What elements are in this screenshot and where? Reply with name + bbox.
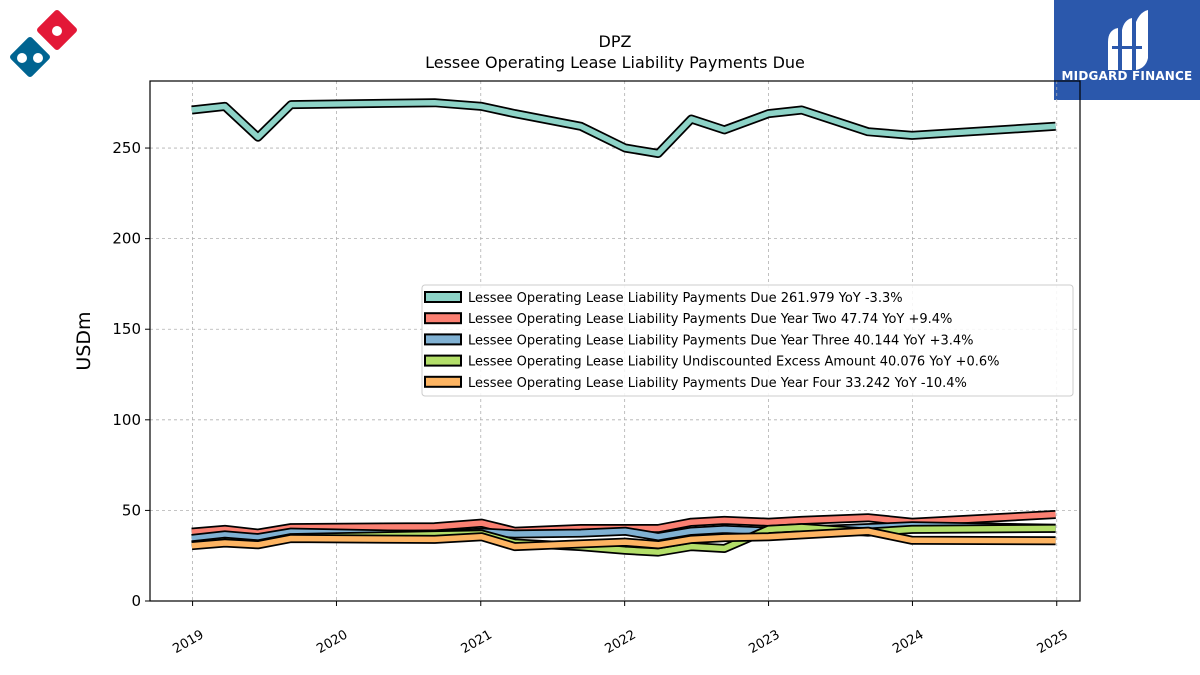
legend-entry: Lessee Operating Lease Liability Payment… <box>424 333 974 348</box>
y-tick-label: 50 <box>122 501 141 519</box>
y-tick-label: 250 <box>112 139 141 157</box>
x-axis-ticks: 2019 2020 2021 2022 2023 2024 2025 <box>170 601 1071 657</box>
legend-swatch <box>424 291 462 303</box>
legend-label: Lessee Operating Lease Liability Undisco… <box>468 355 999 370</box>
y-tick-label: 200 <box>112 230 141 248</box>
x-tick-label: 2023 <box>746 627 782 657</box>
plot-frame <box>149 80 1081 602</box>
chart-title: DPZ <box>599 32 632 51</box>
legend-swatch <box>424 312 462 325</box>
legend-label: Lessee Operating Lease Liability Payment… <box>468 333 974 348</box>
midgard-finance-logo-icon <box>1108 10 1148 70</box>
x-tick-label: 2021 <box>459 627 495 657</box>
legend-entry: Lessee Operating Lease Liability Payment… <box>424 312 952 327</box>
series-1 <box>191 98 1056 158</box>
midgard-finance-logo: MIDGARD FINANCE <box>1054 0 1200 100</box>
x-tick-label: 2025 <box>1035 627 1071 657</box>
y-tick-label: 150 <box>112 320 141 338</box>
y-axis-label: USDm <box>73 311 95 370</box>
legend-label: Lessee Operating Lease Liability Payment… <box>468 376 967 391</box>
legend-box <box>421 284 1074 397</box>
dominos-logo-icon <box>10 10 77 77</box>
legend-entry: Lessee Operating Lease Liability Undisco… <box>424 354 999 370</box>
legend-label: Lessee Operating Lease Liability Payment… <box>468 312 952 327</box>
x-tick-label: 2022 <box>602 627 638 657</box>
legend-label: Lessee Operating Lease Liability Payment… <box>468 291 903 306</box>
y-axis-ticks: 0 50 100 150 200 250 <box>112 139 150 610</box>
series-line <box>191 99 1056 157</box>
y-tick-label: 100 <box>112 411 141 429</box>
x-tick-label: 2024 <box>890 627 926 657</box>
legend-entry: Lessee Operating Lease Liability Payment… <box>424 291 903 306</box>
legend: Lessee Operating Lease Liability Payment… <box>421 284 1074 397</box>
legend-entry: Lessee Operating Lease Liability Payment… <box>424 375 967 391</box>
chart-subtitle: Lessee Operating Lease Liability Payment… <box>425 53 805 72</box>
series-line <box>191 528 1056 550</box>
x-tick-label: 2019 <box>170 627 206 657</box>
series-group <box>191 98 1056 557</box>
legend-swatch <box>424 354 462 367</box>
legend-swatch <box>424 333 462 346</box>
publisher-name: MIDGARD FINANCE <box>1062 69 1193 83</box>
x-tick-label: 2020 <box>314 627 350 657</box>
series-5 <box>191 526 1056 552</box>
legend-swatch <box>424 375 462 388</box>
y-tick-label: 0 <box>131 592 141 610</box>
